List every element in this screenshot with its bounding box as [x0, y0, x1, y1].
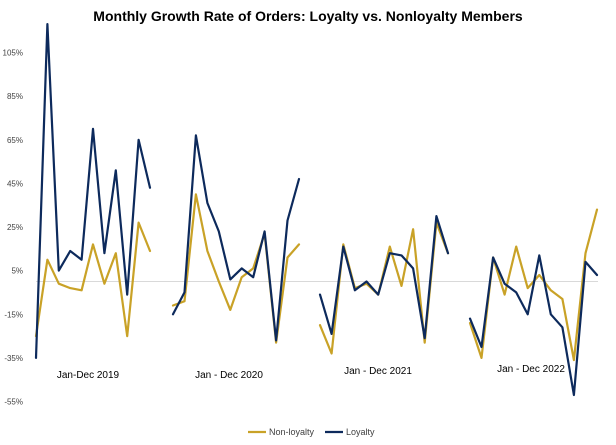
series-line [34, 23, 152, 359]
y-tick-label: 5% [11, 267, 23, 276]
series-line [468, 254, 599, 397]
period-label: Jan-Dec 2019 [57, 370, 120, 381]
legend-label: Non-loyalty [269, 427, 315, 437]
chart-title: Monthly Growth Rate of Orders: Loyalty v… [93, 8, 523, 24]
period-label: Jan - Dec 2021 [344, 366, 412, 377]
series-layer [34, 23, 599, 397]
y-tick-label: 65% [7, 136, 23, 145]
y-axis: -55% -35% -15% 5% 25% 45% 65% 85% 105% [3, 49, 598, 407]
y-tick-label: -35% [4, 354, 23, 363]
period-labels: Jan-Dec 2019 Jan - Dec 2020 Jan - Dec 2021… [57, 364, 565, 381]
series-line [318, 215, 450, 340]
y-tick-label: 45% [7, 179, 23, 188]
y-tick-label: 25% [7, 223, 23, 232]
legend-item: Non-loyalty [248, 427, 315, 437]
period-label: Jan - Dec 2022 [497, 364, 565, 375]
legend: Non-loyalty Loyalty [248, 427, 375, 437]
series-line [171, 134, 301, 342]
legend-label: Loyalty [346, 427, 375, 437]
y-tick-label: -55% [4, 398, 23, 407]
series-loyalty [34, 23, 599, 397]
y-tick-label: 105% [3, 49, 23, 58]
legend-item: Loyalty [325, 427, 375, 437]
series-line [34, 221, 152, 338]
period-label: Jan - Dec 2020 [195, 370, 263, 381]
y-tick-label: 85% [7, 92, 23, 101]
y-tick-label: -15% [4, 310, 23, 319]
